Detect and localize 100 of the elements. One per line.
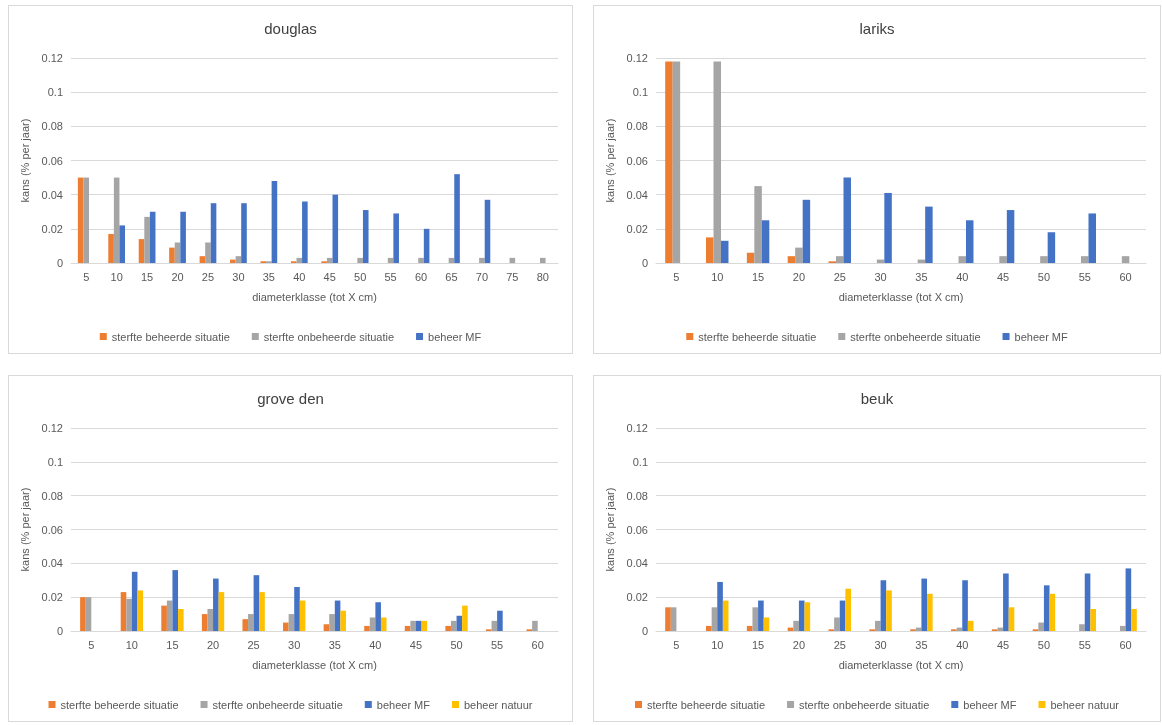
- x-tick-label: 5: [88, 638, 95, 651]
- bar: [717, 581, 723, 631]
- bar: [843, 177, 851, 263]
- x-tick-label: 65: [445, 270, 458, 283]
- x-axis-title: diameterklasse (tot X cm): [838, 290, 964, 303]
- bar: [415, 620, 422, 631]
- x-tick-label: 50: [1037, 270, 1051, 283]
- bar: [1119, 625, 1126, 631]
- legend-label: sterfte onbeheerde situatie: [850, 330, 981, 343]
- x-tick-label: 30: [232, 270, 245, 283]
- x-tick-label: 45: [323, 270, 336, 283]
- x-tick-label: 75: [506, 270, 519, 283]
- bar: [445, 625, 451, 631]
- legend-label: sterfte onbeheerde situatie: [799, 698, 930, 711]
- bar: [230, 259, 236, 263]
- bar: [752, 607, 759, 631]
- x-tick-label: 50: [1037, 638, 1051, 651]
- bar: [169, 247, 175, 263]
- x-tick-label: 20: [792, 638, 806, 651]
- y-tick-label: 0.1: [47, 86, 63, 99]
- y-axis-title: kans (% per jaar): [604, 118, 617, 203]
- bar: [178, 609, 184, 631]
- y-tick-label: 0.04: [41, 557, 63, 570]
- x-tick-label: 10: [110, 270, 123, 283]
- bar: [672, 61, 681, 263]
- bar: [375, 602, 381, 631]
- bar: [713, 61, 721, 263]
- x-tick-label: 40: [956, 270, 969, 283]
- bar: [80, 597, 86, 631]
- bar: [119, 225, 126, 263]
- bar: [1008, 607, 1015, 631]
- bar: [804, 602, 811, 631]
- bar: [958, 256, 966, 263]
- y-tick-label: 0.02: [626, 591, 648, 604]
- x-tick-label: 15: [140, 270, 154, 283]
- x-tick-label: 30: [288, 638, 301, 651]
- x-tick-label: 35: [262, 270, 275, 283]
- bar: [1090, 609, 1096, 631]
- y-tick-label: 0.12: [626, 52, 648, 64]
- x-tick-label: 60: [531, 638, 544, 651]
- x-tick-label: 25: [201, 270, 215, 283]
- bar: [874, 620, 881, 631]
- bar: [1084, 573, 1091, 631]
- y-tick-label: 0: [56, 625, 63, 637]
- bar: [1006, 210, 1015, 263]
- y-tick-label: 0.1: [632, 86, 648, 99]
- bar: [532, 620, 538, 631]
- bar: [410, 620, 416, 631]
- x-tick-label: 80: [536, 270, 549, 283]
- chart-title: beuk: [860, 390, 894, 407]
- y-tick-label: 0.08: [41, 489, 63, 502]
- x-tick-label: 15: [166, 638, 179, 651]
- x-tick-label: 5: [673, 638, 680, 651]
- y-axis-title: kans (% per jaar): [604, 487, 617, 572]
- y-tick-label: 0.02: [41, 222, 63, 235]
- x-tick-label: 50: [354, 270, 367, 283]
- bar: [1079, 624, 1085, 631]
- bar: [137, 590, 144, 631]
- bar: [271, 181, 278, 263]
- y-tick-label: 0.02: [626, 222, 648, 235]
- x-tick-label: 55: [1078, 270, 1091, 283]
- x-axis-title: diameterklasse (tot X cm): [252, 658, 377, 671]
- bar: [180, 211, 186, 263]
- bar: [997, 627, 1004, 631]
- bar: [462, 605, 468, 631]
- bar: [108, 233, 114, 263]
- bar: [369, 617, 376, 631]
- bar: [85, 597, 92, 631]
- legend-label: sterfte beheerde situatie: [60, 698, 179, 711]
- y-axis-title: kans (% per jaar): [19, 118, 32, 203]
- bar: [241, 203, 247, 263]
- y-tick-label: 0.12: [41, 52, 63, 64]
- bar: [296, 257, 303, 263]
- x-tick-label: 55: [384, 270, 397, 283]
- y-tick-label: 0.06: [626, 523, 648, 536]
- chart-title: grove den: [257, 390, 324, 407]
- y-tick-label: 0.1: [632, 455, 648, 468]
- bar: [161, 605, 167, 631]
- y-tick-label: 0.12: [626, 422, 648, 434]
- y-tick-label: 0.08: [626, 120, 648, 133]
- bar: [1040, 256, 1048, 263]
- bar: [845, 588, 851, 631]
- bar: [706, 237, 714, 263]
- y-tick-label: 0.04: [626, 188, 648, 201]
- bar: [329, 614, 335, 631]
- bar: [357, 257, 363, 263]
- bar: [138, 239, 145, 263]
- bar: [364, 625, 370, 631]
- x-tick-label: 10: [711, 638, 724, 651]
- y-tick-label: 0.04: [41, 188, 63, 201]
- bar: [1088, 213, 1096, 263]
- legend-label: beheer MF: [376, 698, 431, 711]
- bar: [1038, 622, 1044, 631]
- bar: [340, 610, 346, 631]
- x-tick-label: 30: [874, 270, 887, 283]
- x-tick-label: 60: [414, 270, 428, 283]
- bar: [418, 257, 424, 263]
- x-tick-label: 30: [874, 638, 887, 651]
- bar: [795, 247, 803, 263]
- x-tick-label: 60: [1119, 638, 1132, 651]
